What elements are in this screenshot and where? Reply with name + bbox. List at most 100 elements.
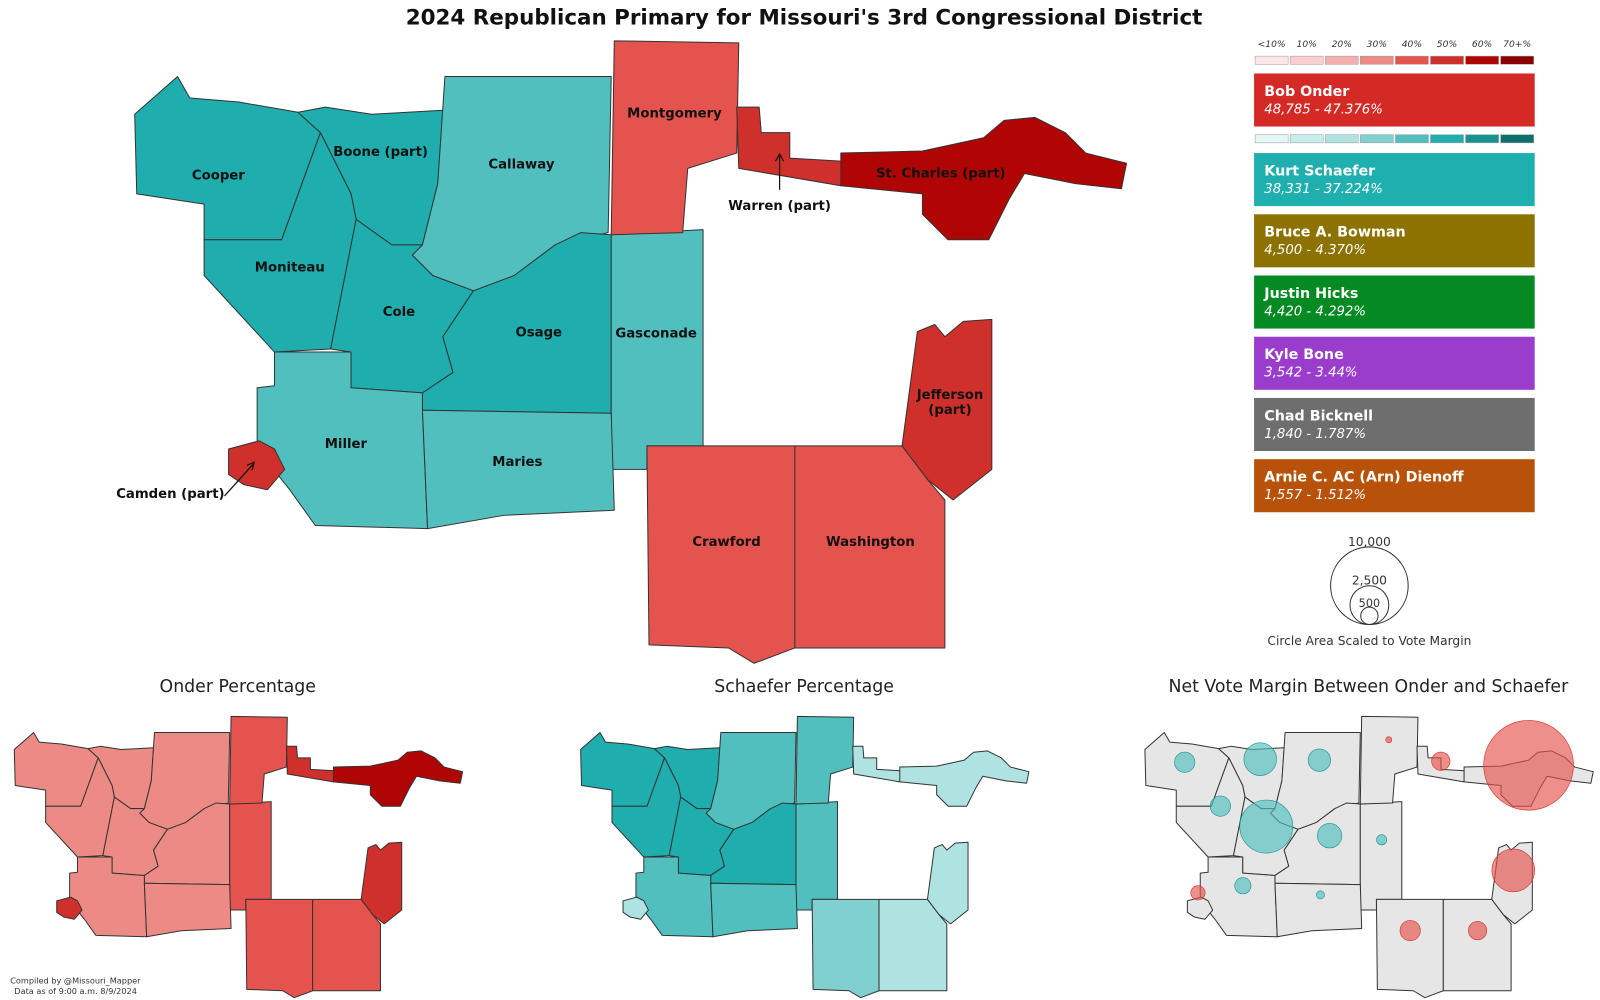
county <box>900 751 1029 806</box>
county-label: Moniteau <box>255 260 325 275</box>
county-label: Osage <box>515 326 562 341</box>
candidate-result: 3,542 - 3.44% <box>1264 366 1357 381</box>
county <box>611 230 703 470</box>
county-label: Miller <box>325 437 368 452</box>
scale-label: 20% <box>1332 39 1352 50</box>
county <box>711 883 798 937</box>
main-map <box>135 41 1127 663</box>
county <box>795 446 945 648</box>
scale-label: 70+% <box>1503 39 1531 50</box>
county-label: Cooper <box>192 169 245 184</box>
legend-circle <box>1360 606 1379 625</box>
county <box>647 446 795 663</box>
scale-swatch <box>1254 55 1289 65</box>
county-label: Camden (part) <box>116 487 224 502</box>
county <box>422 410 614 528</box>
candidate-box <box>1254 214 1535 268</box>
county <box>623 897 648 919</box>
arrowhead <box>246 461 255 471</box>
scale-swatch <box>1360 134 1394 144</box>
county <box>841 117 1127 239</box>
county <box>1275 883 1362 937</box>
scale-label: <10% <box>1258 39 1286 50</box>
county <box>286 746 334 782</box>
county-label: Montgomery <box>627 106 722 121</box>
county <box>636 857 713 937</box>
scale-swatch <box>1360 55 1394 65</box>
county <box>853 746 901 782</box>
scale-swatch <box>1325 134 1359 144</box>
candidate-result: 38,331 - 37.224% <box>1264 182 1383 197</box>
county-label: Cole <box>383 305 415 320</box>
county <box>796 802 838 910</box>
candidate-name: Bruce A. Bowman <box>1264 225 1405 241</box>
county <box>246 899 313 997</box>
county <box>812 899 879 997</box>
small-map <box>581 716 1029 997</box>
margin-circle <box>1190 885 1206 901</box>
county-label: Warren (part) <box>728 199 831 214</box>
scale-swatch <box>1500 55 1534 65</box>
county <box>1443 899 1511 990</box>
margin-circle <box>1376 834 1388 846</box>
credit: Data as of 9:00 a.m. 8/9/2024 <box>14 986 137 996</box>
county-label: Jefferson <box>916 388 984 403</box>
candidate-box <box>1254 336 1535 390</box>
county <box>333 751 462 806</box>
margin-circle <box>1307 748 1331 772</box>
county-label: Washington <box>826 535 915 550</box>
circle-size: 10,000 <box>1348 535 1391 549</box>
county <box>1200 857 1277 937</box>
county-label: St. Charles (part) <box>876 166 1006 181</box>
county-labels: Cooper Boone (part) Callaway Moniteau Cole Os… <box>116 106 1005 550</box>
margin-circle <box>1316 890 1325 900</box>
county <box>144 883 231 937</box>
margin-circle <box>1431 751 1451 771</box>
scale-swatch <box>1289 55 1324 65</box>
candidate-name: Justin Hicks <box>1263 286 1358 302</box>
margin-circle <box>1317 823 1343 849</box>
small-map <box>14 716 462 997</box>
county-label: Crawford <box>692 535 760 550</box>
margin-circle <box>1234 877 1252 895</box>
county-label: Callaway <box>488 157 554 172</box>
arrow <box>224 463 254 497</box>
county <box>57 897 82 919</box>
margin-circle <box>1491 848 1535 893</box>
candidate-name: Kurt Schaefer <box>1264 164 1375 180</box>
county <box>229 441 285 490</box>
county-label: Boone (part) <box>333 145 428 160</box>
arrowhead <box>774 152 785 162</box>
scale-swatch <box>1395 134 1429 144</box>
circle-size: 500 <box>1359 597 1380 610</box>
scale-swatch <box>1395 55 1429 65</box>
county <box>611 41 739 235</box>
scale-label: 30% <box>1367 39 1387 50</box>
candidate-name: Arnie C. AC (Arn) Dienoff <box>1264 470 1464 486</box>
margin-circle <box>1399 920 1421 942</box>
margin-circle <box>1239 799 1294 854</box>
map-title: Schaefer Percentage <box>714 677 894 697</box>
candidate-name: Chad Bicknell <box>1264 408 1373 424</box>
county <box>1376 899 1443 997</box>
scale-swatch <box>1289 134 1324 144</box>
scale-label: 40% <box>1402 39 1422 50</box>
circle-caption: Circle Area Scaled to Vote Margin <box>1267 634 1471 648</box>
scale-label: 50% <box>1437 39 1457 50</box>
county <box>70 857 147 937</box>
credit: Compiled by @Missouri_Mapper <box>10 976 141 986</box>
scale-swatch <box>1500 134 1534 144</box>
county <box>879 899 947 990</box>
scale-swatch <box>1254 134 1289 144</box>
county <box>230 802 272 910</box>
legend: <10% 10% 20% 30% 40% 50% 60% 70+% Bob Onder 48,78… <box>1254 39 1535 513</box>
scale-label: 60% <box>1472 39 1492 50</box>
county-label: Maries <box>492 455 542 470</box>
candidate-name: Kyle Bone <box>1264 347 1343 363</box>
small-maps <box>14 716 1593 997</box>
margin-circle <box>1483 720 1574 811</box>
candidate-result: 4,420 - 4.292% <box>1264 304 1366 319</box>
candidate-box <box>1254 153 1535 207</box>
county-label: (part) <box>928 403 971 418</box>
candidate-box <box>1254 73 1535 127</box>
